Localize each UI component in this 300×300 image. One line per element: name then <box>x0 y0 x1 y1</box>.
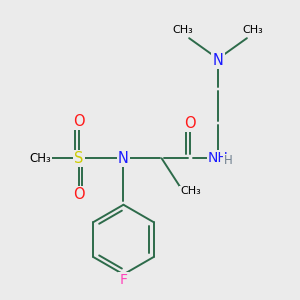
Text: CH₃: CH₃ <box>30 152 51 165</box>
Text: CH₃: CH₃ <box>242 25 263 34</box>
Text: NH: NH <box>208 151 228 165</box>
Text: H: H <box>224 154 233 167</box>
Text: O: O <box>73 114 85 129</box>
Text: O: O <box>184 116 196 131</box>
Text: CH₃: CH₃ <box>180 187 201 196</box>
Text: S: S <box>74 151 83 166</box>
Text: F: F <box>119 273 128 287</box>
Text: N: N <box>213 53 224 68</box>
Text: O: O <box>73 187 85 202</box>
Text: N: N <box>118 151 129 166</box>
Text: CH₃: CH₃ <box>173 25 194 34</box>
